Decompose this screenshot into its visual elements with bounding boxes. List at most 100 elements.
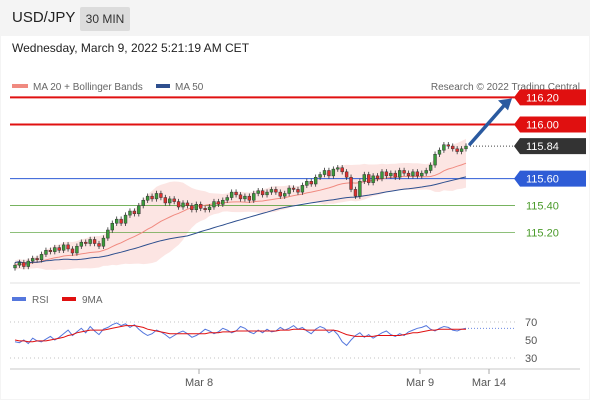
candle-body (384, 171, 389, 177)
candle-body (26, 260, 30, 267)
candle-body (13, 264, 17, 269)
ma20-legend-swatch (12, 84, 28, 88)
candle-body (53, 247, 57, 252)
projection-arrow-head (498, 98, 512, 111)
candle-body (199, 204, 203, 209)
candle-body (150, 195, 154, 200)
rsi-tick-label: 30 (525, 353, 537, 365)
candle-body (362, 174, 366, 182)
timeframe-badge[interactable]: 30 MIN (80, 7, 130, 31)
candle-body (455, 148, 459, 152)
candle-body (154, 193, 159, 200)
candle-body (380, 171, 384, 179)
candle-body (442, 144, 446, 151)
candle-body (238, 194, 243, 200)
candle-body (207, 206, 212, 210)
candle-body (344, 171, 349, 178)
candle-body (247, 195, 252, 201)
level-tag-label: 115.84 (526, 141, 559, 153)
candle-body (61, 244, 66, 251)
candle-body (229, 191, 234, 198)
candle-body (446, 144, 451, 147)
projection-arrow-shaft (468, 102, 507, 146)
candle-body (349, 176, 353, 190)
level-label: 115.40 (526, 201, 559, 213)
x-tick-label: Mar 9 (406, 377, 434, 389)
candle-body (57, 247, 61, 251)
candle-body (464, 145, 468, 150)
candle-body (194, 204, 198, 210)
x-tick-label: Mar 14 (472, 377, 506, 389)
candle-body (190, 205, 194, 210)
candle-body (172, 198, 176, 202)
candle-body (163, 197, 168, 204)
candle-body (181, 202, 185, 208)
candle-body (203, 208, 207, 210)
candle-body (459, 148, 464, 152)
bollinger-band (15, 138, 466, 270)
candle-body (371, 175, 375, 183)
instrument-title: USD/JPY (12, 9, 76, 26)
rsi-ma-legend-swatch (62, 297, 76, 301)
candle-body (300, 185, 305, 193)
ma50-legend-swatch (156, 84, 170, 88)
level-tag-label: 116.00 (526, 119, 559, 131)
candle-body (221, 199, 225, 205)
candle-body (291, 187, 296, 190)
header-bar: USD/JPY 30 MIN (0, 0, 590, 36)
candle-body (84, 241, 88, 244)
candle-body (225, 197, 229, 201)
candle-body (358, 181, 362, 197)
candle-body (406, 172, 411, 177)
candle-body (265, 191, 269, 196)
candle-body (296, 189, 300, 193)
candle-body (287, 187, 291, 194)
candle-body (420, 172, 424, 177)
candle-body (106, 229, 110, 239)
candle-body (367, 174, 371, 183)
candle-body (252, 193, 256, 201)
candle-body (397, 170, 402, 178)
candle-body (318, 174, 322, 178)
candle-body (115, 218, 119, 224)
candle-body (119, 218, 123, 224)
candle-body (141, 199, 145, 206)
candle-body (128, 210, 132, 216)
ma50-line (14, 176, 467, 264)
candle-body (393, 172, 397, 178)
candle-body (402, 170, 406, 174)
candle-body (243, 195, 247, 200)
candle-body (353, 189, 358, 197)
candle-body (101, 237, 106, 247)
candle-body (30, 258, 35, 262)
candle-body (159, 193, 163, 198)
candle-body (168, 198, 172, 204)
candle-body (274, 189, 278, 193)
candle-body (185, 202, 190, 206)
rsi-legend-swatch (12, 297, 26, 301)
candle-body (415, 171, 420, 177)
candle-body (48, 250, 53, 252)
candle-body (313, 176, 318, 185)
rsi-ma-legend-label: 9MA (82, 295, 103, 306)
candle-body (97, 243, 101, 247)
rsi-ma-line (14, 325, 466, 343)
candle-body (424, 170, 428, 174)
level-tag (514, 89, 586, 106)
level-tag (514, 138, 586, 155)
candle-body (428, 164, 433, 171)
candle-body (110, 222, 114, 231)
candle-body (411, 171, 415, 177)
candle-body (44, 250, 48, 255)
candle-body (137, 205, 141, 215)
rsi-line (14, 322, 467, 347)
candle-body (212, 201, 216, 208)
candle-body (278, 191, 282, 197)
candle-body (79, 241, 84, 247)
level-label: 115.20 (526, 228, 559, 240)
candle-body (331, 168, 336, 177)
candle-body (123, 214, 128, 224)
level-tag (514, 116, 586, 133)
candle-body (216, 201, 221, 205)
